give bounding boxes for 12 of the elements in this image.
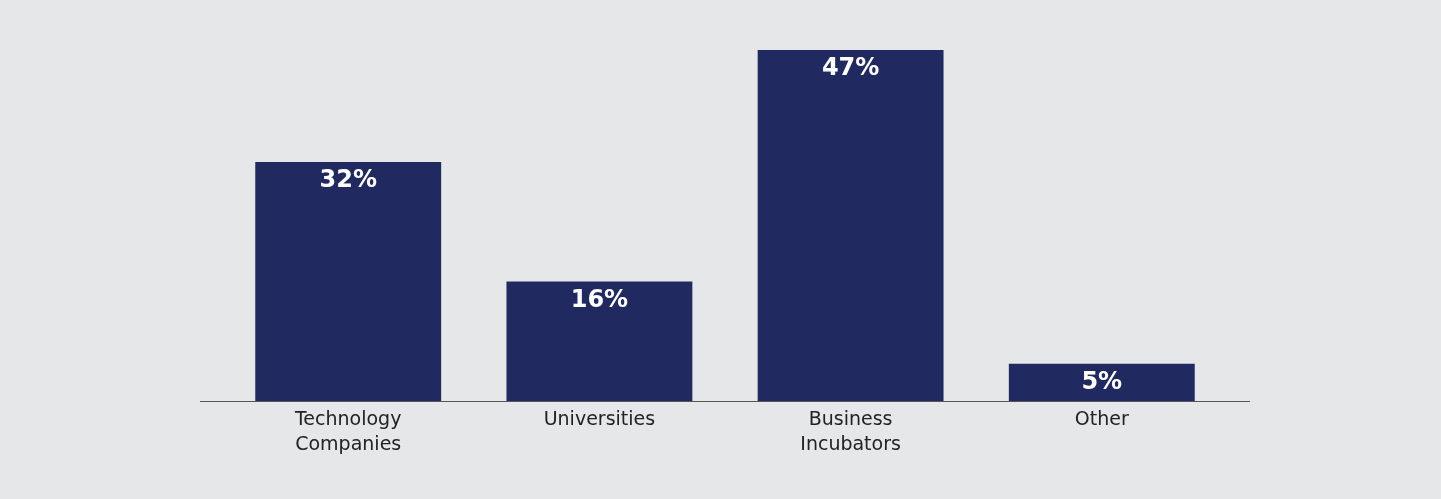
data-label: 5%	[1081, 366, 1123, 395]
x-tick-label: Other	[1074, 406, 1129, 429]
data-label: 32%	[319, 165, 377, 194]
bar	[255, 162, 442, 401]
x-tick-label: Business Incubators	[800, 406, 901, 454]
data-label: 47%	[821, 53, 880, 81]
x-tick-label: Technology Companies	[293, 406, 402, 454]
bar	[506, 281, 693, 401]
bar	[1008, 363, 1195, 401]
x-tick-label: Universities	[543, 406, 656, 429]
bar	[757, 50, 944, 401]
data-label: 16%	[570, 284, 629, 313]
